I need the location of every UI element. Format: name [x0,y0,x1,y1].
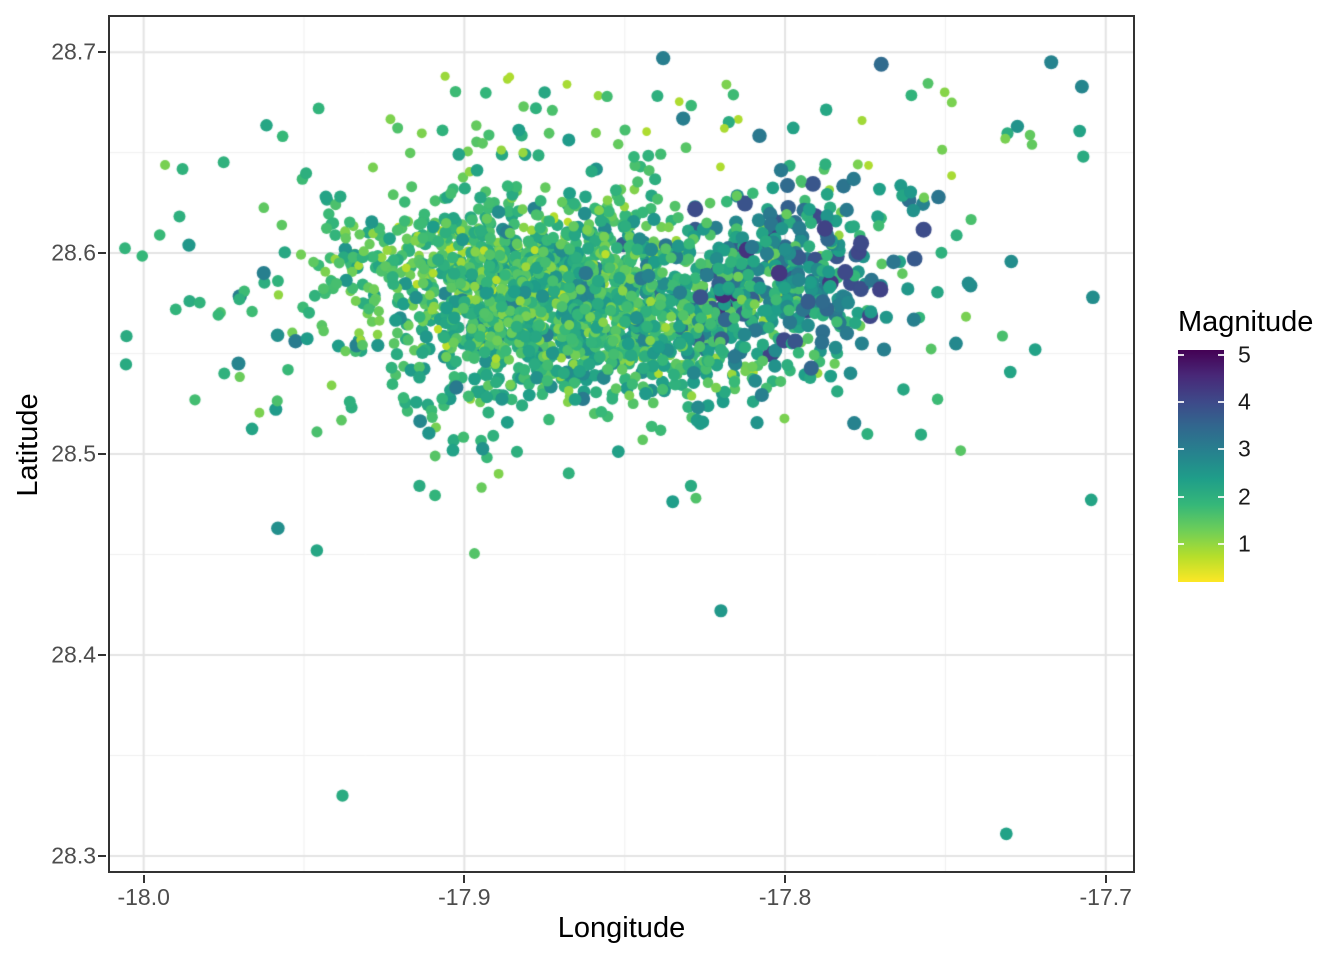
legend-tick-mark [1218,401,1224,404]
y-tick-mark [98,51,106,54]
x-tick-label: -17.8 [758,884,812,910]
legend-tick-label: 2 [1238,483,1251,510]
x-tick-label: -18.0 [117,884,170,910]
legend-tick-mark [1218,495,1224,498]
legend-tick-label: 1 [1238,530,1251,557]
y-tick-mark [98,653,106,656]
y-axis-title: Latitude [12,393,44,497]
x-tick-mark [463,875,466,883]
legend-tick-label: 5 [1238,341,1251,368]
y-tick-label: 28.6 [51,239,96,266]
legend-tick-label: 4 [1238,388,1251,415]
scatter-points-canvas [110,17,1133,871]
legend-title: Magnitude [1178,306,1314,338]
x-tick-mark [784,875,787,883]
legend-tick-mark [1178,448,1184,451]
legend-tick-mark [1218,353,1224,356]
x-tick-mark [142,875,145,883]
y-tick-mark [98,854,106,857]
legend-tick-mark [1218,543,1224,546]
y-tick-mark [98,252,106,255]
x-tick-label: -17.7 [1079,884,1132,910]
legend-tick-mark [1178,543,1184,546]
legend-tick-label: 3 [1238,435,1251,462]
y-tick-mark [98,453,106,456]
y-tick-label: 28.7 [51,38,96,65]
legend-tick-mark [1218,448,1224,451]
y-tick-label: 28.5 [51,440,96,467]
legend-tick-mark [1178,353,1184,356]
y-tick-label: 28.4 [51,641,96,668]
y-tick-label: 28.3 [51,842,96,869]
legend-tick-mark [1178,495,1184,498]
x-axis-title: Longitude [557,912,686,944]
legend-colorbar [1178,350,1224,582]
x-tick-label: -17.9 [438,884,491,910]
legend-tick-mark [1178,401,1184,404]
plot-panel [108,15,1135,873]
x-tick-mark [1104,875,1107,883]
